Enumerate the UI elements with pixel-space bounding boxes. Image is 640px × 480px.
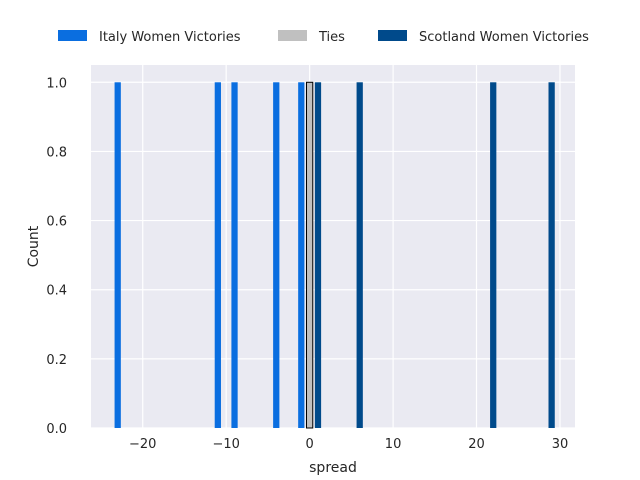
legend-label: Italy Women Victories xyxy=(99,30,241,45)
legend: Italy Women Victories Ties Scotland Women … xyxy=(58,30,589,45)
legend-label: Scotland Women Victories xyxy=(419,30,589,45)
plot-area xyxy=(91,65,575,428)
x-tick-label: −10 xyxy=(212,437,239,452)
y-tick-label: 0.8 xyxy=(46,145,67,160)
bars xyxy=(114,81,555,429)
x-tick-label: 20 xyxy=(468,437,485,452)
y-axis-ticks: 0.0 0.2 0.4 0.6 0.8 1.0 xyxy=(46,76,67,437)
bar xyxy=(314,82,322,429)
bar xyxy=(231,82,238,429)
y-tick-label: 1.0 xyxy=(46,76,67,91)
bar xyxy=(298,82,305,429)
legend-swatch xyxy=(278,30,307,41)
x-tick-label: −20 xyxy=(129,437,156,452)
x-tick-label: 0 xyxy=(305,437,313,452)
y-tick-label: 0.2 xyxy=(46,353,67,368)
y-tick-label: 0.4 xyxy=(46,284,67,299)
bar xyxy=(356,82,363,429)
y-axis-label: Count xyxy=(26,225,42,267)
x-axis-ticks: −20 −10 0 10 20 30 xyxy=(129,437,568,452)
bar xyxy=(114,82,121,429)
bar xyxy=(306,81,314,429)
bar xyxy=(548,82,555,429)
legend-swatch xyxy=(378,30,407,41)
x-tick-label: 30 xyxy=(552,437,569,452)
bar xyxy=(490,82,497,429)
bar xyxy=(273,82,280,429)
x-tick-label: 10 xyxy=(385,437,402,452)
y-tick-label: 0.6 xyxy=(46,215,67,230)
legend-swatch xyxy=(58,30,87,41)
legend-label: Ties xyxy=(318,30,345,45)
y-tick-label: 0.0 xyxy=(46,422,67,437)
bar xyxy=(214,82,221,429)
x-axis-label: spread xyxy=(309,460,357,476)
